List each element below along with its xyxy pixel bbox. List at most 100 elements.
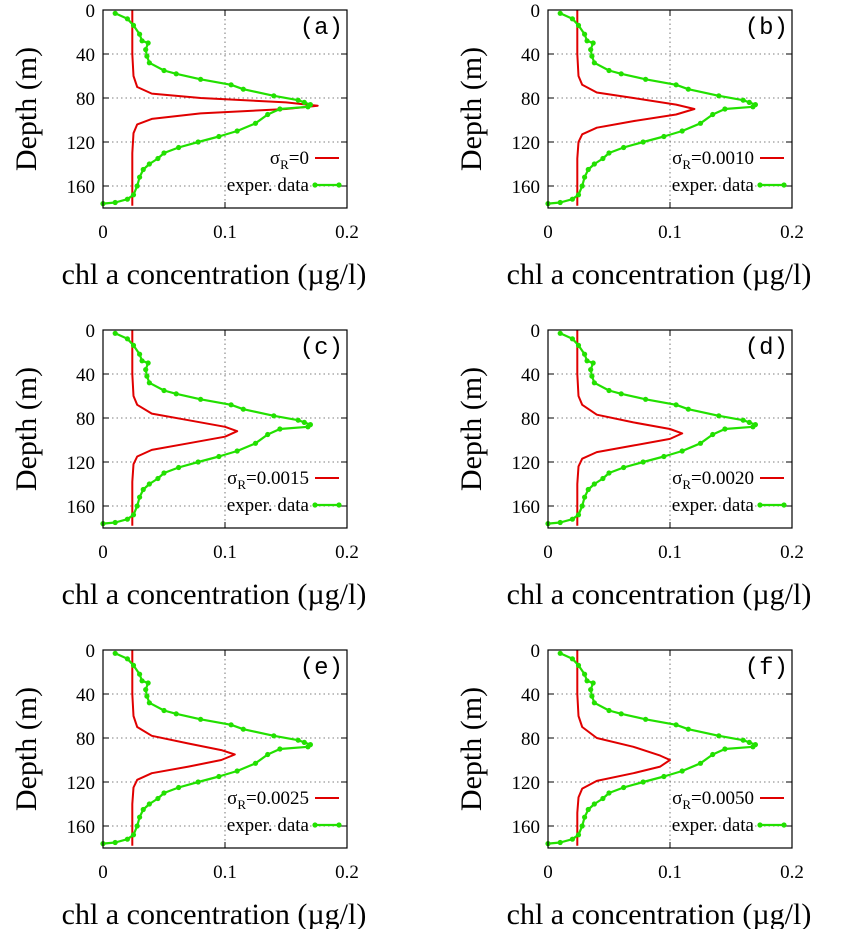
x-tick-label: 0.1 <box>213 222 237 243</box>
data-point <box>575 342 582 348</box>
data-point <box>716 733 722 739</box>
data-point <box>140 486 146 493</box>
data-point <box>579 823 585 829</box>
data-point <box>740 417 746 423</box>
data-point <box>112 650 118 656</box>
y-tick-label: 120 <box>512 773 541 794</box>
data-point <box>600 475 606 482</box>
panel-label: (f) <box>745 655 788 682</box>
data-point <box>606 67 612 74</box>
data-point <box>240 726 246 732</box>
data-point <box>228 82 234 88</box>
data-point <box>271 413 277 419</box>
data-point <box>661 773 667 780</box>
data-point <box>137 671 143 677</box>
data-point <box>198 76 204 82</box>
data-point <box>618 71 624 77</box>
data-point <box>301 739 307 746</box>
x-tick-label: 0.2 <box>335 222 359 243</box>
x-tick-label: 0.1 <box>658 542 682 563</box>
data-point <box>155 475 161 482</box>
x-tick-label: 0.2 <box>780 222 804 243</box>
data-point <box>295 737 301 743</box>
legend-label-experimental: exper. data <box>227 175 310 196</box>
data-point <box>252 760 259 766</box>
data-point <box>618 391 624 397</box>
data-point <box>582 671 588 677</box>
data-point <box>265 431 271 438</box>
data-point <box>591 60 597 66</box>
data-point <box>606 790 612 796</box>
data-point <box>161 387 167 394</box>
data-point <box>589 53 595 59</box>
data-point <box>679 768 685 774</box>
data-point <box>173 711 179 717</box>
y-tick-label: 40 <box>521 365 540 386</box>
chart-panel-d: 0 0.1 0.2 0 40 80 120 160 (d) σR=0.0020 exper. dat… <box>455 321 811 611</box>
y-axis-label: Depth (m) <box>455 687 488 811</box>
data-point <box>277 106 283 112</box>
y-tick-label: 80 <box>521 729 540 750</box>
data-point <box>640 779 646 785</box>
data-point <box>557 650 563 656</box>
data-point <box>277 746 283 752</box>
x-axis-label: chl a concentration (µg/l) <box>62 258 367 291</box>
legend-label-experimental: exper. data <box>227 815 310 836</box>
data-point <box>582 814 588 820</box>
data-point <box>584 358 590 364</box>
chart-panel-e: 0 0.1 0.2 0 40 80 120 160 (e) σR=0.0025 exper. dat… <box>10 641 366 929</box>
data-point <box>584 678 590 684</box>
legend-label-model: σR=0.0010 <box>672 148 754 172</box>
y-tick-label: 0 <box>531 641 541 662</box>
data-point <box>697 760 704 766</box>
data-point <box>557 10 563 16</box>
legend-label-experimental: exper. data <box>672 495 755 516</box>
data-point <box>588 47 594 53</box>
data-point <box>130 192 137 198</box>
legend-marker <box>757 822 763 828</box>
data-point <box>621 144 627 151</box>
x-axis-label: chl a concentration (µg/l) <box>62 898 367 929</box>
data-point <box>112 519 118 526</box>
y-tick-label: 120 <box>67 773 96 794</box>
chart-panel-f: 0 0.1 0.2 0 40 80 120 160 (f) σR=0.0050 exper. dat… <box>455 641 811 929</box>
y-axis-label: Depth (m) <box>455 367 488 491</box>
data-point <box>673 82 679 88</box>
data-point <box>234 128 240 134</box>
panel-label: (b) <box>745 15 788 42</box>
data-point <box>679 448 685 454</box>
data-point <box>569 656 576 662</box>
data-point <box>640 459 646 465</box>
data-point <box>145 360 151 366</box>
data-point <box>746 419 752 425</box>
model-curve <box>576 650 671 846</box>
legend-label-experimental: exper. data <box>672 175 755 196</box>
data-point <box>606 150 612 156</box>
panel-label: (a) <box>300 15 343 42</box>
x-tick-label: 0.2 <box>335 542 359 563</box>
data-point <box>600 155 606 162</box>
legend-label-model: σR=0.0025 <box>227 788 309 812</box>
data-point <box>710 431 716 438</box>
data-point <box>569 836 576 842</box>
legend-marker <box>312 182 318 188</box>
panel-label: (d) <box>745 335 788 362</box>
data-point <box>640 139 646 145</box>
y-axis-label: Depth (m) <box>455 47 488 171</box>
x-tick-label: 0 <box>543 222 553 243</box>
data-point <box>590 360 596 366</box>
data-point <box>144 373 150 379</box>
data-point <box>137 494 143 500</box>
y-tick-label: 120 <box>512 453 541 474</box>
data-point <box>569 516 576 522</box>
data-point <box>216 773 222 780</box>
data-point <box>589 373 595 379</box>
y-tick-label: 120 <box>67 133 96 154</box>
data-point <box>710 751 716 758</box>
y-tick-label: 40 <box>76 365 95 386</box>
data-point <box>271 93 277 99</box>
plot-frame <box>102 649 348 849</box>
data-point <box>301 419 307 425</box>
data-point <box>173 71 179 77</box>
